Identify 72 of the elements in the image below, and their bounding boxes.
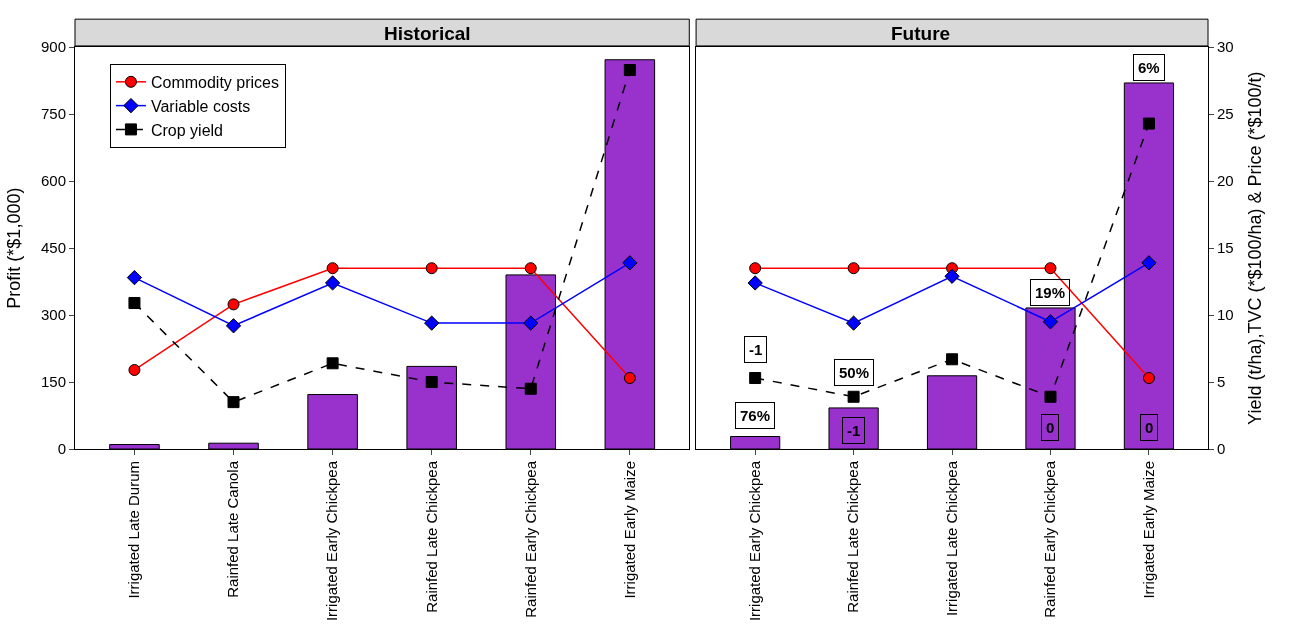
- point: [847, 390, 860, 403]
- point: [1044, 262, 1057, 275]
- x-tick-label: Rainfed Late Chickpea: [844, 460, 862, 613]
- point: [425, 376, 438, 389]
- y-tick-label: 750: [40, 105, 66, 123]
- point: [126, 269, 143, 286]
- point: [1142, 372, 1155, 385]
- x-tick-label: Irrigated Early Maize: [1139, 461, 1157, 599]
- x-tick-label: Rainfed Late Chickpea: [422, 460, 440, 613]
- x-tick-label: Irrigated Early Chickpea: [323, 460, 341, 622]
- point: [622, 255, 638, 271]
- point: [946, 353, 959, 366]
- point: [324, 275, 341, 291]
- y2-axis-title: Yield (t/ha),TVC (*$100/ha) & Price (*$100/t): [1244, 71, 1265, 425]
- point: [227, 396, 240, 409]
- legend-label: Variable costs: [150, 97, 251, 115]
- y-tick-label: 150: [40, 373, 66, 391]
- x-tick-label: Irrigated Early Chickpea: [746, 460, 764, 622]
- y2-tick-label: 0: [1217, 440, 1226, 458]
- point: [623, 64, 636, 77]
- point: [424, 315, 440, 331]
- y-axis-title: Profit (*$1,000): [4, 187, 25, 309]
- x-tick-label: Irrigated Late Durum: [125, 461, 143, 599]
- chart-title: Historical: [384, 23, 471, 44]
- x-tick-label: Rainfed Early Chickpea: [1041, 460, 1059, 618]
- point: [326, 357, 339, 370]
- point: [747, 275, 763, 291]
- annotation: -1: [749, 341, 763, 358]
- annotation: 6%: [1138, 59, 1160, 76]
- y2-tick-label: 5: [1217, 373, 1226, 391]
- point: [128, 363, 141, 376]
- legend-label: Commodity prices: [150, 74, 279, 92]
- y-tick-label: 450: [40, 239, 66, 257]
- y2-tick-label: 20: [1217, 172, 1234, 190]
- point: [524, 262, 537, 275]
- point: [845, 315, 862, 331]
- point: [227, 298, 240, 311]
- x-tick-label: Rainfed Late Canola: [224, 460, 242, 598]
- point: [1142, 117, 1155, 130]
- point: [326, 262, 339, 275]
- chart-title: Future: [891, 23, 951, 44]
- point: [225, 318, 242, 334]
- point: [749, 262, 762, 275]
- annotation: -1: [847, 422, 861, 439]
- annotation: 50%: [839, 364, 870, 381]
- annotation: 0: [1145, 419, 1154, 436]
- y2-tick-label: 30: [1217, 38, 1234, 56]
- point: [524, 382, 537, 395]
- y2-tick-label: 10: [1217, 306, 1234, 324]
- x-tick-label: Irrigated Late Chickpea: [942, 460, 960, 617]
- point: [425, 262, 438, 275]
- point: [623, 372, 636, 385]
- annotation: 19%: [1035, 284, 1066, 301]
- point: [523, 315, 539, 331]
- annotation: 0: [1046, 419, 1055, 436]
- y-tick-label: 900: [40, 38, 66, 56]
- point: [1042, 314, 1059, 330]
- point: [1141, 255, 1157, 271]
- point: [128, 297, 141, 310]
- y-tick-label: 300: [40, 306, 66, 324]
- x-tick-label: Irrigated Early Maize: [620, 461, 638, 599]
- y-tick-label: 600: [40, 172, 66, 190]
- point: [847, 262, 860, 275]
- point: [1044, 390, 1057, 403]
- y2-tick-label: 15: [1217, 239, 1234, 257]
- legend-label: Crop yield: [150, 121, 223, 139]
- y-tick-label: 0: [57, 440, 66, 458]
- y2-tick-label: 25: [1217, 105, 1234, 123]
- annotation: 76%: [740, 407, 771, 424]
- point: [749, 372, 762, 385]
- x-tick-label: Rainfed Early Chickpea: [521, 460, 539, 618]
- point: [944, 268, 960, 284]
